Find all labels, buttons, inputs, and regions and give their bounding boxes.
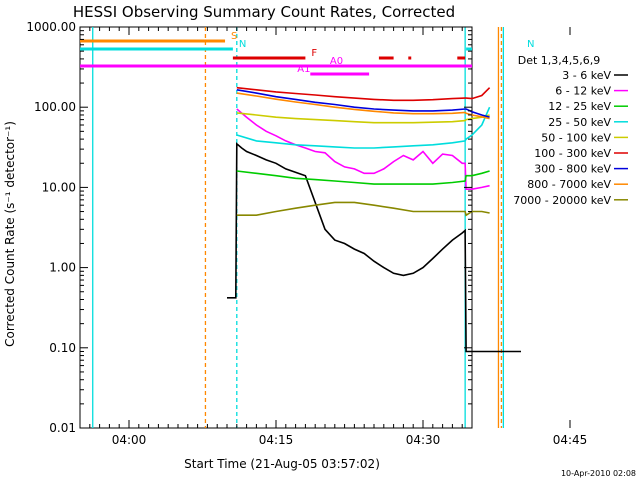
legend-entry-3: 25 - 50 keV	[548, 116, 611, 129]
x-tick-label-3: 04:45	[553, 433, 588, 447]
legend-entry-7: 800 - 7000 keV	[527, 178, 611, 191]
plot-area	[79, 26, 473, 429]
flag-label-2: N	[527, 39, 534, 50]
plot-frame	[79, 26, 473, 429]
series-lines	[227, 86, 521, 353]
legend: 3 - 6 keV 6 - 12 keV 12 - 25 keV 25 - 50 ke…	[513, 69, 628, 207]
vertical-markers	[92, 27, 505, 428]
legend-entry-5: 100 - 300 keV	[534, 147, 611, 160]
legend-entry-0: 3 - 6 keV	[562, 69, 611, 82]
y-tick-label-4: 100.00	[34, 100, 76, 114]
x-axis-label: Start Time (21-Aug-05 03:57:02)	[184, 457, 380, 471]
legend-entry-1: 6 - 12 keV	[555, 85, 611, 98]
flag-label-8: A1	[297, 64, 310, 75]
timestamp: 10-Apr-2010 02:08	[561, 469, 636, 478]
y-tick-label-3: 10.00	[42, 180, 76, 194]
series-line-1	[236, 108, 490, 190]
legend-entry-6: 300 - 800 keV	[534, 163, 611, 176]
flag-label-0: S	[231, 31, 237, 42]
flag-label-7: A0	[330, 56, 343, 67]
x-tick-label-1: 04:15	[259, 433, 294, 447]
flag-label-3: F	[311, 48, 317, 59]
legend-entry-8: 7000 - 20000 keV	[513, 194, 611, 207]
series-line-3	[236, 106, 491, 149]
series-line-8	[236, 201, 490, 217]
series-line-2	[236, 170, 490, 185]
series-line-6	[236, 89, 490, 118]
y-axis-label: Corrected Count Rate (s⁻¹ detector⁻¹)	[3, 121, 17, 347]
y-tick-label-2: 1.00	[49, 261, 76, 275]
y-tick-label-1: 0.10	[49, 341, 76, 355]
chart-title: HESSI Observing Summary Count Rates, Cor…	[73, 3, 455, 21]
legend-entry-2: 12 - 25 keV	[548, 100, 611, 113]
x-tick-label-0: 04:00	[112, 433, 147, 447]
x-tick-label-2: 04:30	[406, 433, 441, 447]
legend-title: Det 1,3,4,5,6,9	[518, 54, 601, 67]
y-tick-label-5: 1000.00	[26, 20, 76, 34]
axes: 0.01 0.10 1.00 10.00 100.00 1000.00 04:00 04:15…	[26, 20, 588, 447]
flag-label-1: N	[239, 39, 246, 50]
series-line-0	[227, 142, 521, 353]
series-line-7	[236, 92, 490, 120]
series-line-4	[236, 112, 490, 124]
series-line-5	[236, 86, 491, 102]
y-tick-label-0: 0.01	[49, 421, 76, 435]
legend-entry-4: 50 - 100 keV	[541, 131, 611, 144]
